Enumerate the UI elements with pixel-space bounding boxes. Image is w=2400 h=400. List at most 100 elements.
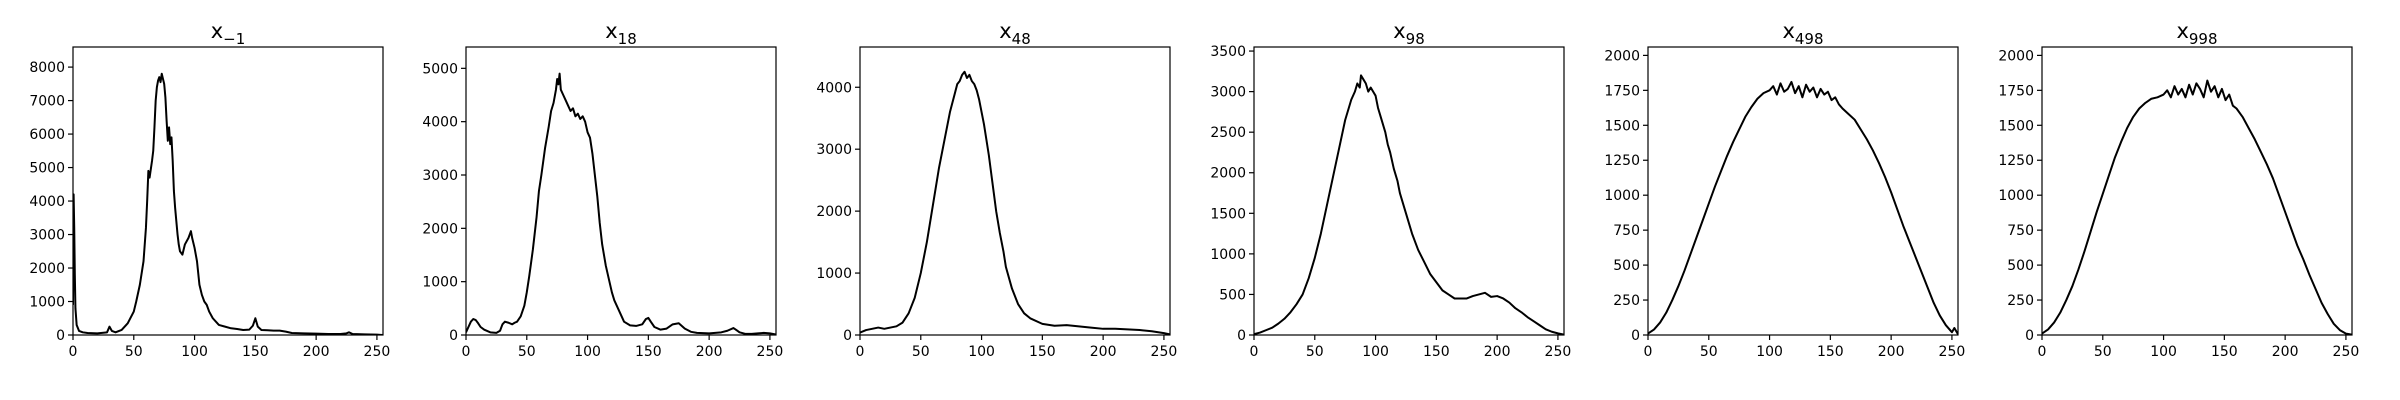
x-tick: 200	[696, 335, 723, 360]
panel-title-base: x	[211, 19, 223, 43]
axes-frame	[72, 46, 384, 336]
y-tick-label: 2000	[816, 204, 852, 220]
y-tick-label: 7000	[29, 94, 65, 110]
y-tick: 1750	[1604, 83, 1648, 99]
x-tick: 50	[125, 335, 143, 360]
x-tick-label: 150	[1423, 344, 1450, 360]
x-tick: 250	[1151, 335, 1178, 360]
y-tick: 500	[2007, 258, 2042, 274]
y-tick: 0	[56, 328, 73, 344]
x-tick: 200	[303, 335, 330, 360]
x-tick: 100	[181, 335, 208, 360]
y-tick-label: 5000	[29, 161, 65, 177]
y-tick: 1000	[422, 275, 466, 291]
y-tick-label: 3000	[422, 168, 458, 184]
y-tick: 3000	[1210, 85, 1254, 101]
x-tick-label: 0	[1644, 344, 1653, 360]
x-tick-label: 200	[696, 344, 723, 360]
y-tick: 750	[2007, 223, 2042, 239]
y-tick: 250	[2007, 293, 2042, 309]
x-tick: 0	[1644, 335, 1653, 360]
x-tick: 100	[2150, 335, 2177, 360]
panel-title: x18	[605, 19, 637, 48]
y-tick: 1500	[1998, 118, 2042, 134]
y-tick: 3500	[1210, 44, 1254, 60]
y-tick: 3000	[422, 168, 466, 184]
x-tick: 150	[242, 335, 269, 360]
histogram-panel-6: x998 0 50 100 150 200 250 0 250 500 750 1000 1250 150…	[1998, 19, 2359, 360]
y-tick: 2000	[1998, 48, 2042, 64]
panel-title-base: x	[999, 19, 1011, 43]
y-tick: 1500	[1210, 206, 1254, 222]
y-tick: 3000	[816, 142, 860, 158]
y-tick: 500	[1219, 287, 1254, 303]
y-tick: 5000	[29, 161, 73, 177]
y-tick-label: 0	[1631, 328, 1640, 344]
x-tick: 250	[1939, 335, 1965, 360]
y-tick: 1250	[1604, 153, 1648, 169]
y-tick-label: 1000	[816, 266, 852, 282]
x-tick-label: 250	[1151, 344, 1178, 360]
x-tick: 0	[2038, 335, 2046, 360]
x-tick: 200	[2272, 335, 2299, 360]
panel-title-base: x	[1393, 19, 1405, 43]
x-tick: 200	[1090, 335, 1117, 360]
y-tick-label: 3000	[29, 228, 65, 244]
y-tick-label: 1000	[29, 295, 65, 311]
y-tick: 3000	[29, 228, 73, 244]
x-tick-label: 100	[1362, 344, 1389, 360]
y-tick-label: 1750	[1998, 83, 2034, 99]
x-tick: 150	[1817, 335, 1844, 360]
y-tick: 1000	[1210, 247, 1254, 263]
x-tick-label: 200	[1090, 344, 1117, 360]
x-tick: 100	[1362, 335, 1389, 360]
y-tick-label: 750	[2007, 223, 2034, 239]
x-tick: 150	[2211, 335, 2238, 360]
y-tick-label: 2500	[1210, 125, 1246, 141]
y-tick-label: 250	[1613, 293, 1640, 309]
y-tick-label: 0	[2025, 328, 2034, 344]
x-tick-label: 250	[364, 344, 391, 360]
x-tick-label: 200	[2272, 344, 2299, 360]
y-tick: 2000	[29, 261, 73, 277]
y-tick: 2000	[816, 204, 860, 220]
y-tick-label: 0	[843, 328, 852, 344]
panel-title-subscript: 498	[1795, 30, 1824, 48]
x-tick-label: 250	[2333, 344, 2360, 360]
y-tick-label: 500	[1219, 287, 1246, 303]
x-tick-label: 150	[635, 344, 662, 360]
x-tick-label: 200	[1878, 344, 1905, 360]
panel-title: x48	[999, 19, 1031, 48]
panel-title: x998	[2176, 19, 2217, 48]
y-tick: 250	[1613, 293, 1648, 309]
y-tick-label: 2000	[1210, 166, 1246, 182]
y-tick-label: 1250	[1998, 153, 2034, 169]
x-tick: 200	[1878, 335, 1905, 360]
x-tick-label: 100	[968, 344, 995, 360]
y-tick-label: 4000	[422, 115, 458, 131]
x-tick: 0	[1250, 335, 1258, 360]
y-tick: 2000	[1604, 48, 1648, 64]
panel-title-base: x	[605, 19, 617, 43]
panel-title-subscript: 998	[2189, 30, 2218, 48]
y-tick: 500	[1613, 258, 1648, 274]
histogram-panel-1: x−1 0 50 100 150 200 250 0 1000 2000 3000 4000 5000 6…	[29, 19, 390, 360]
panel-title: x498	[1782, 19, 1823, 48]
y-tick-label: 500	[2007, 258, 2034, 274]
y-tick-label: 3000	[816, 142, 852, 158]
y-tick-label: 4000	[29, 194, 65, 210]
y-tick-label: 4000	[816, 80, 852, 96]
y-tick: 0	[2025, 328, 2042, 344]
x-tick: 100	[574, 335, 601, 360]
x-tick: 50	[912, 335, 930, 360]
y-tick: 0	[1237, 328, 1254, 344]
y-tick-label: 0	[56, 328, 65, 344]
y-tick-label: 1000	[1998, 188, 2034, 204]
y-tick-label: 1250	[1604, 153, 1640, 169]
x-tick-label: 50	[518, 344, 536, 360]
y-tick-label: 6000	[29, 127, 65, 143]
panel-title-subscript: 98	[1406, 30, 1425, 48]
y-tick-label: 5000	[422, 61, 458, 77]
